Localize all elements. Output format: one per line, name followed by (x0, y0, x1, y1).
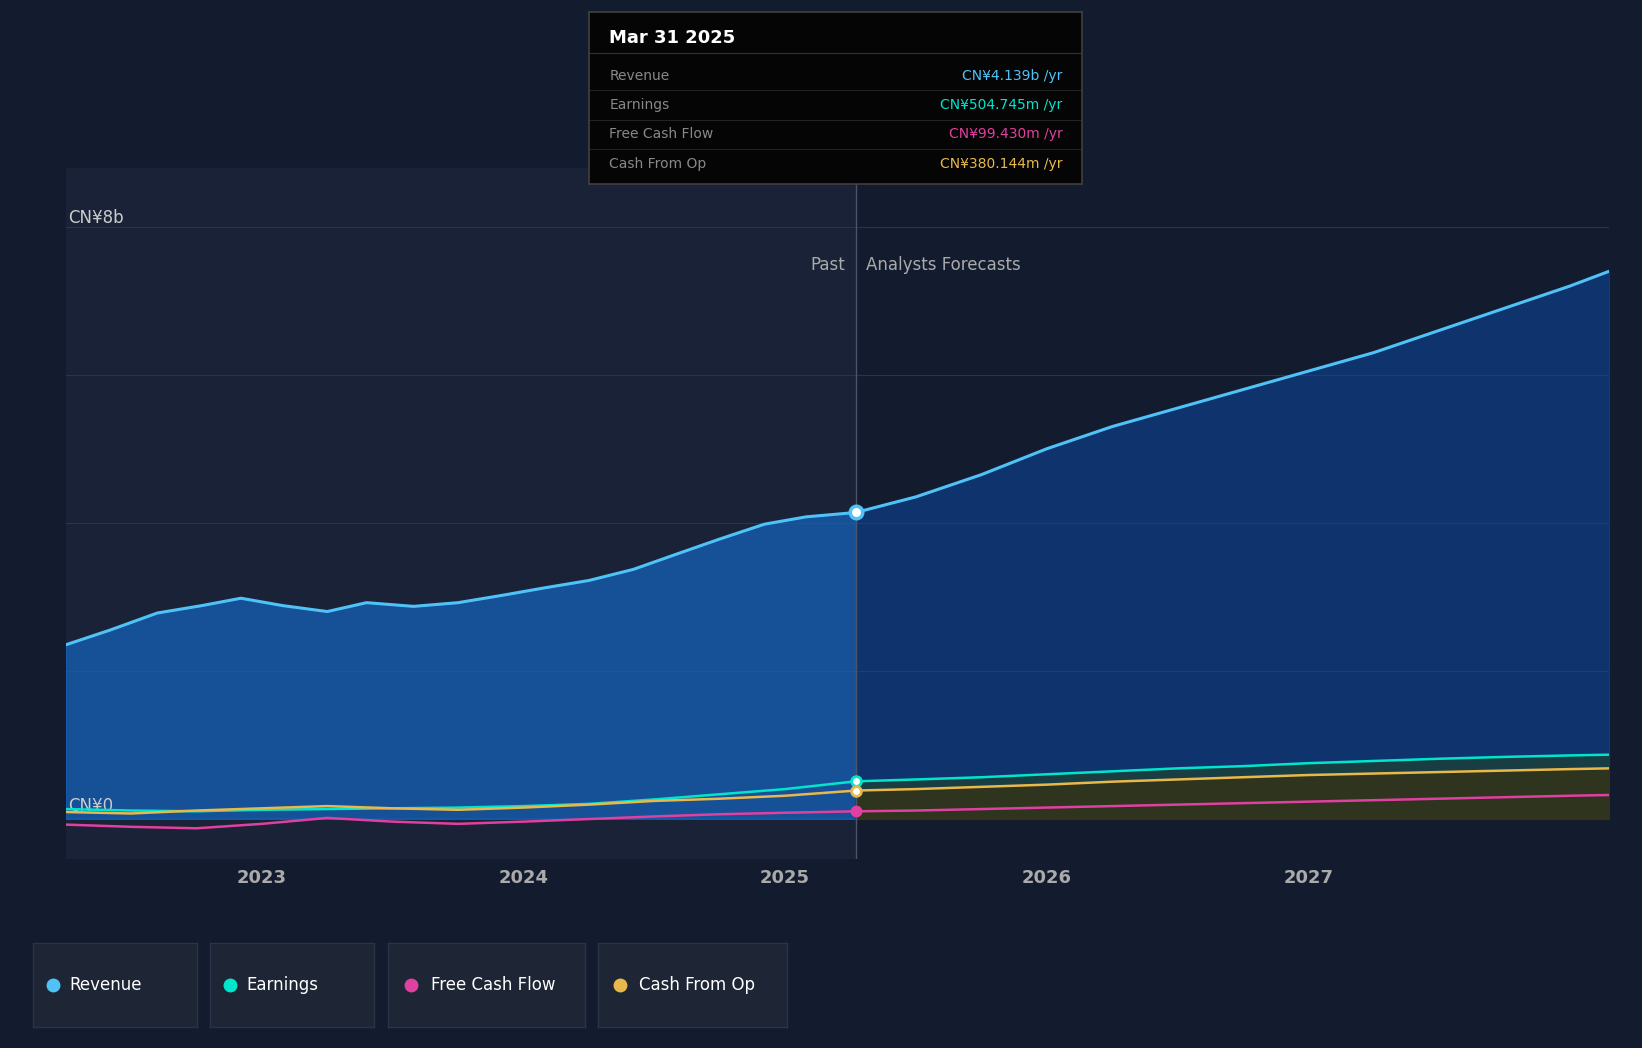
Text: Earnings: Earnings (609, 97, 670, 112)
Bar (66, 168, 855, 859)
Text: Past: Past (811, 257, 846, 275)
Text: Free Cash Flow: Free Cash Flow (430, 976, 555, 995)
Text: Cash From Op: Cash From Op (609, 157, 706, 171)
Text: CN¥8b: CN¥8b (69, 209, 123, 226)
Text: CN¥380.144m /yr: CN¥380.144m /yr (939, 157, 1062, 171)
Text: CN¥4.139b /yr: CN¥4.139b /yr (962, 68, 1062, 83)
Text: CN¥99.430m /yr: CN¥99.430m /yr (949, 127, 1062, 141)
Text: Free Cash Flow: Free Cash Flow (609, 127, 713, 141)
Text: CN¥504.745m /yr: CN¥504.745m /yr (941, 97, 1062, 112)
Text: Revenue: Revenue (609, 68, 670, 83)
Bar (855, 168, 1609, 859)
Text: Analysts Forecasts: Analysts Forecasts (867, 257, 1021, 275)
Text: Revenue: Revenue (69, 976, 141, 995)
Text: Mar 31 2025: Mar 31 2025 (609, 29, 736, 47)
Text: Cash From Op: Cash From Op (639, 976, 755, 995)
Text: Earnings: Earnings (246, 976, 319, 995)
Text: CN¥0: CN¥0 (69, 796, 113, 815)
